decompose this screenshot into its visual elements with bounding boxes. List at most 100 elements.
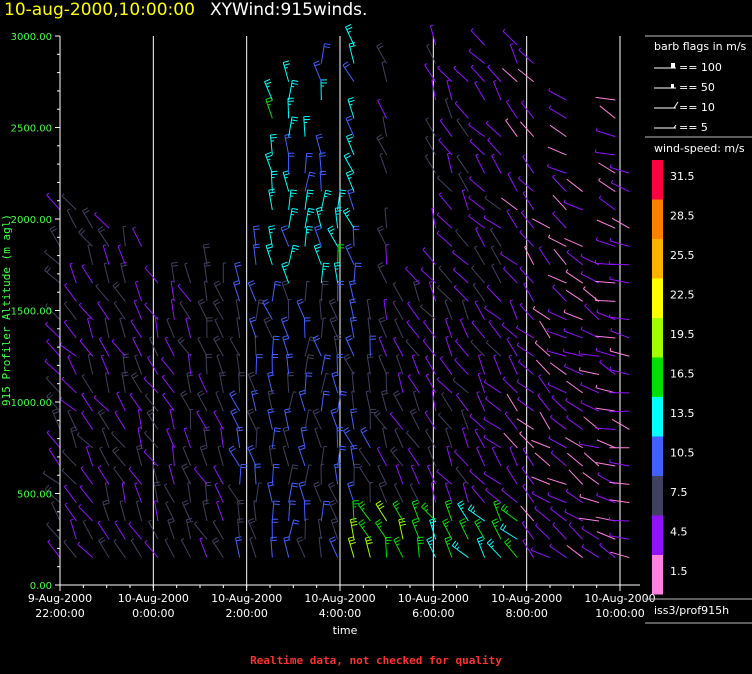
wind-barb	[63, 539, 77, 558]
barb-flag	[436, 376, 440, 380]
wind-barb	[153, 481, 161, 503]
wind-barb	[461, 427, 469, 448]
barb-staff	[566, 452, 583, 467]
barb-staff	[483, 418, 502, 430]
wind-barb	[358, 447, 371, 467]
wind-barb	[454, 449, 469, 467]
barb-flag	[342, 61, 349, 66]
barb-flag	[297, 301, 304, 305]
wind-barb	[469, 138, 486, 156]
barb-flag	[361, 507, 365, 511]
barb-flag	[376, 134, 383, 139]
barb-flag	[253, 246, 261, 249]
wind-barb	[185, 517, 193, 540]
barb-flag	[81, 410, 85, 414]
barb-staff	[609, 350, 630, 357]
barb-staff	[128, 468, 143, 485]
barb-flag	[307, 192, 314, 195]
barb-flag	[507, 172, 511, 175]
barb-staff	[288, 80, 293, 101]
barb-flag	[103, 502, 110, 506]
barb-staff	[93, 397, 110, 412]
wind-barb	[471, 320, 486, 339]
barb-flag	[443, 520, 450, 525]
barb-flag	[471, 485, 475, 488]
barb-flag	[546, 163, 549, 167]
barb-flag	[103, 244, 107, 247]
wind-barb	[566, 178, 583, 192]
barb-staff	[476, 392, 486, 412]
barb-flag	[237, 521, 244, 523]
barb-staff	[177, 285, 192, 302]
wind-barb	[144, 540, 159, 558]
wind-barb	[360, 426, 371, 448]
barb-staff	[97, 412, 110, 430]
barb-flag	[460, 507, 464, 510]
barb-flag	[411, 464, 415, 467]
barb-flag	[531, 490, 534, 494]
barb-flag	[393, 536, 400, 541]
barb-flag	[455, 338, 459, 342]
wind-barb	[474, 300, 486, 320]
barb-staff	[565, 289, 583, 302]
barb-staff	[436, 232, 453, 247]
barb-flag	[375, 412, 381, 417]
barb-staff	[46, 341, 61, 357]
barb-flag	[230, 408, 237, 413]
barb-staff	[438, 139, 453, 156]
wind-barb	[422, 247, 437, 266]
wind-barb	[104, 372, 110, 393]
speed-legend: 31.528.525.522.519.516.513.510.57.54.51.…	[652, 160, 695, 595]
barb-staff	[135, 501, 143, 522]
wind-barb	[251, 389, 259, 412]
barb-flag	[266, 85, 270, 88]
barb-staff	[505, 101, 518, 119]
barb-staff	[298, 446, 306, 467]
barb-staff	[437, 67, 453, 83]
wind-barb	[252, 225, 260, 247]
barb-flag	[474, 80, 478, 84]
barb-staff	[128, 523, 143, 540]
barb-flag	[67, 409, 71, 412]
barb-staff	[471, 487, 486, 503]
barb-flag	[578, 441, 581, 445]
product-title: XYWind:915winds.	[210, 0, 368, 20]
barb-flag	[455, 466, 459, 469]
barb-flag	[98, 536, 104, 541]
wind-barb	[358, 519, 371, 540]
barb-staff	[406, 322, 420, 339]
barb-flag	[199, 537, 203, 540]
barb-flag	[237, 429, 244, 432]
barb-staff	[503, 432, 518, 449]
wind-barb	[519, 229, 535, 247]
barb-flag	[463, 482, 467, 484]
barb-staff	[583, 452, 600, 467]
wind-barb	[286, 353, 293, 375]
wind-barb	[548, 234, 567, 247]
wind-barb	[343, 427, 355, 449]
barb-staff	[97, 522, 110, 540]
barb-flag	[413, 390, 417, 393]
barb-staff	[609, 499, 630, 504]
barb-flag	[580, 253, 583, 257]
wind-barb	[137, 408, 143, 430]
wind-barb	[44, 358, 61, 375]
barb-flag	[293, 519, 300, 522]
barb-staff	[329, 319, 339, 339]
barb-flag	[414, 506, 418, 509]
wind-barb	[405, 266, 420, 284]
barb-staff	[161, 376, 175, 394]
barb-flag	[264, 78, 271, 83]
barb-staff	[509, 44, 518, 64]
barb-flag	[177, 336, 183, 342]
barb-staff	[82, 521, 94, 540]
speed-legend-label: 13.5	[670, 407, 695, 420]
barb-flag	[581, 525, 584, 530]
wind-barb	[64, 283, 77, 302]
barb-staff	[202, 501, 208, 522]
barb-flag	[314, 225, 321, 229]
wind-barb	[265, 243, 273, 265]
barb-flag	[501, 322, 505, 326]
barb-flag	[235, 536, 242, 539]
barb-flag	[596, 492, 599, 496]
